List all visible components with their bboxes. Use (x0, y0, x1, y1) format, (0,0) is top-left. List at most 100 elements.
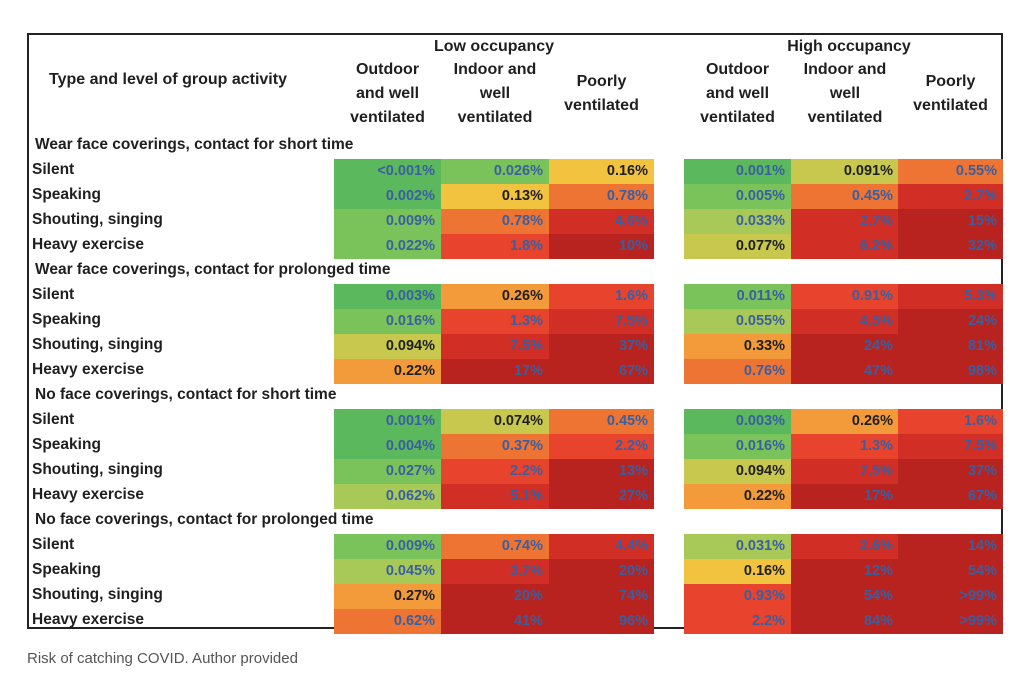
risk-cell-high: 12% (791, 559, 899, 584)
risk-cell-high: 0.031% (684, 534, 791, 559)
risk-cell-high: 0.055% (684, 309, 791, 334)
row-label: Speaking (32, 561, 101, 578)
row-label: Speaking (32, 436, 101, 453)
risk-cell-low: 0.26% (441, 284, 549, 309)
column-header-low-0-line-2: ventilated (350, 109, 425, 126)
risk-cell-high: 7.5% (791, 459, 899, 484)
risk-cell-high: 0.93% (684, 584, 791, 609)
column-header-low-1-line-0: Indoor and (453, 61, 537, 78)
risk-cell-high: 0.55% (898, 159, 1003, 184)
risk-cell-high: 0.094% (684, 459, 791, 484)
row-label: Heavy exercise (32, 361, 145, 378)
column-header-high-1-line-1: well (829, 85, 861, 102)
risk-cell-low: 0.016% (334, 309, 441, 334)
risk-cell-high: 4.5% (791, 309, 899, 334)
risk-cell-low: 0.001% (334, 409, 441, 434)
row-label: Heavy exercise (32, 236, 145, 253)
row-label: Speaking (32, 186, 101, 203)
risk-cell-low: 0.026% (441, 159, 549, 184)
section-title: No face coverings, contact for prolonged… (35, 511, 374, 528)
column-header-high-2-line-0: Poorly (925, 73, 976, 90)
risk-cell-low: 20% (441, 584, 549, 609)
column-header-low-0-line-0: Outdoor (355, 61, 420, 78)
risk-cell-high: 37% (898, 459, 1003, 484)
risk-cell-low: 27% (549, 484, 654, 509)
risk-cell-low: 0.074% (441, 409, 549, 434)
risk-cell-high: 0.091% (791, 159, 899, 184)
risk-cell-high: 0.45% (791, 184, 899, 209)
risk-cell-low: 2.2% (441, 459, 549, 484)
risk-cell-high: 17% (791, 484, 899, 509)
risk-cell-high: 24% (898, 309, 1003, 334)
risk-cell-low: 1.8% (441, 234, 549, 259)
risk-cell-high: >99% (898, 584, 1003, 609)
risk-cell-high: 0.76% (684, 359, 791, 384)
risk-cell-low: <0.001% (334, 159, 441, 184)
risk-cell-high: 67% (898, 484, 1003, 509)
risk-cell-high: 2.7% (791, 209, 899, 234)
risk-cell-high: 7.5% (898, 434, 1003, 459)
risk-cell-high: 0.011% (684, 284, 791, 309)
risk-cell-low: 0.13% (441, 184, 549, 209)
risk-cell-low: 41% (441, 609, 549, 634)
column-header-high-1-line-0: Indoor and (803, 61, 887, 78)
row-label: Speaking (32, 311, 101, 328)
risk-cell-low: 0.003% (334, 284, 441, 309)
row-label: Shouting, singing (32, 461, 163, 478)
row-label: Shouting, singing (32, 211, 163, 228)
risk-cell-low: 0.74% (441, 534, 549, 559)
risk-cell-low: 37% (549, 334, 654, 359)
row-header: Type and level of group activity (49, 71, 287, 88)
column-header-high-0-line-0: Outdoor (705, 61, 770, 78)
risk-cell-high: 81% (898, 334, 1003, 359)
risk-cell-low: 0.022% (334, 234, 441, 259)
risk-cell-low: 0.002% (334, 184, 441, 209)
risk-cell-high: 0.22% (684, 484, 791, 509)
risk-cell-low: 0.27% (334, 584, 441, 609)
risk-cell-high: 2.2% (684, 609, 791, 634)
risk-cell-high: 0.001% (684, 159, 791, 184)
row-label: Silent (32, 411, 75, 428)
risk-cell-high: 84% (791, 609, 899, 634)
risk-cell-high: 47% (791, 359, 899, 384)
risk-cell-low: 0.062% (334, 484, 441, 509)
risk-cell-low: 0.22% (334, 359, 441, 384)
risk-table: Type and level of group activity Low occ… (27, 33, 1003, 634)
risk-cell-high: >99% (898, 609, 1003, 634)
risk-cell-high: 54% (791, 584, 899, 609)
risk-cell-low: 67% (549, 359, 654, 384)
row-label: Heavy exercise (32, 486, 145, 503)
risk-cell-low: 7.5% (441, 334, 549, 359)
risk-cell-high: 5.3% (898, 284, 1003, 309)
risk-cell-high: 32% (898, 234, 1003, 259)
column-header-high-0-line-2: ventilated (700, 109, 775, 126)
row-label: Silent (32, 161, 75, 178)
group-header-low: Low occupancy (433, 38, 555, 55)
risk-cell-high: 6.2% (791, 234, 899, 259)
risk-cell-low: 0.37% (441, 434, 549, 459)
column-header-high-2-line-1: ventilated (913, 97, 988, 114)
risk-cell-high: 2.7% (898, 184, 1003, 209)
column-header-low-1-line-2: ventilated (457, 109, 533, 126)
group-header-high: High occupancy (787, 38, 911, 55)
risk-cell-high: 0.003% (684, 409, 791, 434)
column-header-low-1-line-1: well (479, 85, 511, 102)
risk-cell-low: 10% (549, 234, 654, 259)
risk-cell-low: 2.2% (549, 434, 654, 459)
row-label: Silent (32, 286, 75, 303)
risk-cell-high: 14% (898, 534, 1003, 559)
risk-cell-low: 3.7% (441, 559, 549, 584)
risk-cell-high: 2.6% (791, 534, 899, 559)
risk-cell-low: 0.045% (334, 559, 441, 584)
risk-cell-high: 0.016% (684, 434, 791, 459)
risk-cell-low: 1.3% (441, 309, 549, 334)
risk-cell-high: 0.33% (684, 334, 791, 359)
risk-cell-low: 5.1% (441, 484, 549, 509)
risk-cell-low: 0.78% (549, 184, 654, 209)
row-label: Shouting, singing (32, 336, 163, 353)
risk-cell-low: 0.16% (549, 159, 654, 184)
column-header-high-0-line-1: and well (705, 85, 770, 102)
risk-cell-low: 0.45% (549, 409, 654, 434)
risk-cell-low: 0.78% (441, 209, 549, 234)
risk-cell-high: 15% (898, 209, 1003, 234)
